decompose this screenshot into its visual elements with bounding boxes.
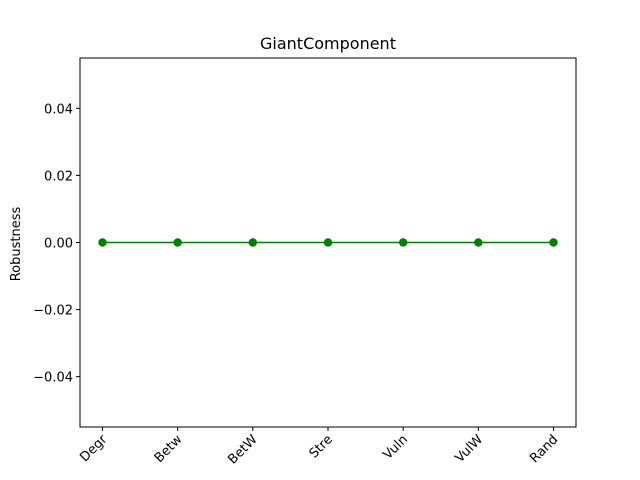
data-point (98, 238, 107, 247)
y-axis-label: Robustness (9, 206, 24, 281)
x-tick-label: Stre (307, 432, 336, 461)
y-tick-label: 0.04 (44, 102, 73, 117)
axes-frame (79, 57, 577, 428)
x-tick-label: VulW (452, 432, 486, 466)
x-tick-label: Rand (527, 432, 561, 466)
data-point (398, 238, 408, 247)
y-tick-label: −0.04 (33, 371, 73, 386)
x-tick-label: Vuln (381, 432, 411, 462)
data-point (173, 238, 182, 247)
y-tick-label: 0.02 (44, 169, 73, 184)
y-tick-label: 0.00 (44, 237, 73, 252)
data-point (474, 238, 483, 247)
x-tick-label: Degr (77, 432, 110, 465)
data-point (323, 238, 333, 247)
x-tick-label: Betw (152, 432, 186, 466)
chart-title: GiantComponent (260, 34, 396, 53)
plot-area: −0.04 −0.02 0.00 0.02 0.04 Degr Betw BetW Stre Vu… (33, 57, 577, 467)
y-tick-label: −0.02 (33, 304, 73, 319)
x-tick-label: BetW (225, 432, 260, 467)
data-point (248, 238, 258, 247)
data-point (549, 238, 558, 247)
